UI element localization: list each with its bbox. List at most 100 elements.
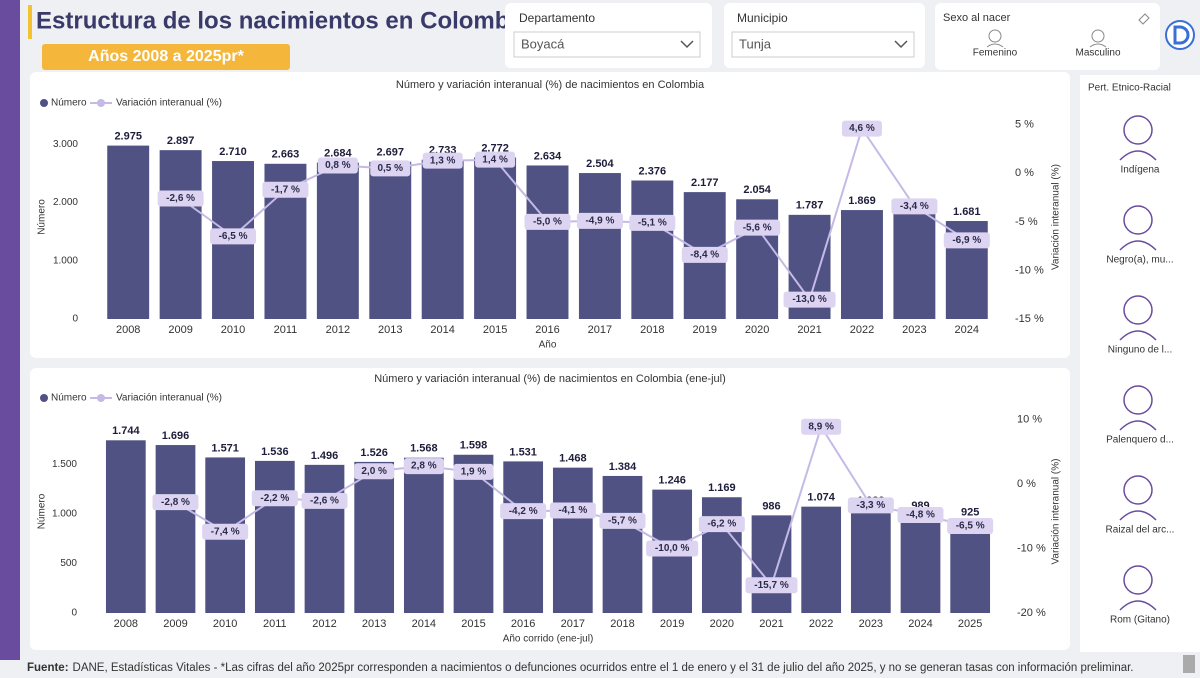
data-label: -4,9 % [585,216,614,227]
side-item[interactable]: Raizal del arc... [1106,525,1175,536]
y2-tick-label: -20 % [1017,607,1046,619]
bar-label: 1.536 [261,446,289,458]
x-tick-label: 2023 [859,618,883,630]
x-tick-label: 2021 [759,618,783,630]
bar [254,460,295,613]
bar [841,210,883,319]
x-tick-label: 2013 [362,618,386,630]
x-tick-label: 2016 [511,618,535,630]
y-axis-title: Número [37,199,48,235]
side-item[interactable]: Rom (Gitano) [1110,615,1170,626]
data-label-box [847,497,894,514]
bar-label: 1.571 [211,442,239,454]
y2-tick-label: -10 % [1015,264,1044,276]
bar [159,150,202,319]
data-label-box [500,503,547,520]
data-label-box [841,120,882,137]
data-label-box [646,540,699,557]
data-label-box [891,198,938,215]
data-label: -2,6 % [310,496,339,507]
male-icon [1089,43,1107,48]
side-item[interactable]: Palenquero d... [1106,435,1174,446]
bar [950,521,991,613]
person-icon [1123,385,1153,415]
y-axis-title: Número [37,493,48,529]
x-tick-label: 2020 [745,324,769,336]
slicer-label: Sexo al nacer [943,12,1011,24]
x-tick-label: 2008 [114,618,138,630]
bar-label: 1.246 [658,475,686,487]
y-tick-label: 2.000 [53,197,78,208]
data-label: -13,0 % [792,294,827,305]
male-icon[interactable] [1091,29,1105,43]
data-label: 1,9 % [461,467,487,478]
data-label-box [475,151,516,168]
legend-swatch [97,394,105,402]
option[interactable]: Femenino [973,48,1018,59]
x-tick-label: 2017 [561,618,585,630]
y2-tick-label: -15 % [1015,313,1044,325]
y-tick-label: 500 [60,558,77,569]
side-item[interactable]: Indígena [1121,165,1160,176]
legend-label: Variación interanual (%) [116,98,222,109]
bar [850,510,891,613]
x-tick-label: 2023 [902,324,926,336]
person-icon [1123,295,1153,325]
side-item[interactable]: Negro(a), mu... [1106,255,1173,266]
y-tick-label: 0 [71,608,77,619]
data-label: -6,5 % [956,521,985,532]
data-label: -6,2 % [707,519,736,530]
x-tick-label: 2019 [660,618,684,630]
data-label: 1,4 % [482,154,508,165]
dropdown[interactable] [731,31,915,58]
person-icon [1123,475,1153,505]
data-label: -5,1 % [638,217,667,228]
bar-label: 2.177 [691,177,719,189]
data-label-box [202,523,249,540]
x-tick-label: 2017 [588,324,612,336]
bar-label: 986 [762,500,780,512]
x-tick-label: 2013 [378,324,402,336]
bar-label: 2.054 [743,184,771,196]
bar [105,440,146,613]
data-label-box [783,291,836,308]
dropdown-arrow [680,40,694,49]
x-tick-label: 2014 [430,324,454,336]
footer-text: DANE, Estadísticas Vitales - *Las cifras… [73,662,1134,674]
side-item[interactable]: Ninguno de l... [1108,345,1173,356]
data-label-box [251,490,298,507]
x-tick-label: 2016 [535,324,559,336]
y-tick-label: 1.000 [52,509,77,520]
bar [107,145,150,319]
bar-label: 1.384 [609,461,637,473]
data-label-box [576,212,623,229]
bar-label: 1.169 [708,482,736,494]
page-title: Estructura de los nacimientos en Colombi… [36,7,530,34]
data-label-box [453,463,494,480]
bar [631,180,674,319]
y-tick-label: 0 [72,314,78,325]
bar-label: 1.468 [559,453,587,465]
data-label-box [262,181,309,198]
x-tick-label: 2015 [461,618,485,630]
bar [900,515,941,613]
option[interactable]: Masculino [1075,48,1120,59]
data-label: -2,2 % [260,493,289,504]
x-tick-label: 2018 [640,324,664,336]
female-icon[interactable] [988,29,1002,43]
data-label: -6,5 % [219,231,248,242]
x-tick-label: 2012 [312,618,336,630]
slicer-label: Municipio [737,11,788,25]
bar-label: 1.681 [953,206,981,218]
slicer-sexo[interactable] [935,3,1160,70]
y-tick-label: 1.500 [52,459,77,470]
eraser-icon[interactable] [1138,13,1150,25]
bar-label: 1.531 [509,446,537,458]
x-tick-label: 2012 [326,324,350,336]
data-label-box [943,232,990,249]
x-tick-label: 2008 [116,324,140,336]
slicer-value: Boyacá [521,36,565,51]
footer: Fuente: DANE, Estadísticas Vitales - *Las… [27,662,1134,674]
dropdown[interactable] [513,31,701,58]
